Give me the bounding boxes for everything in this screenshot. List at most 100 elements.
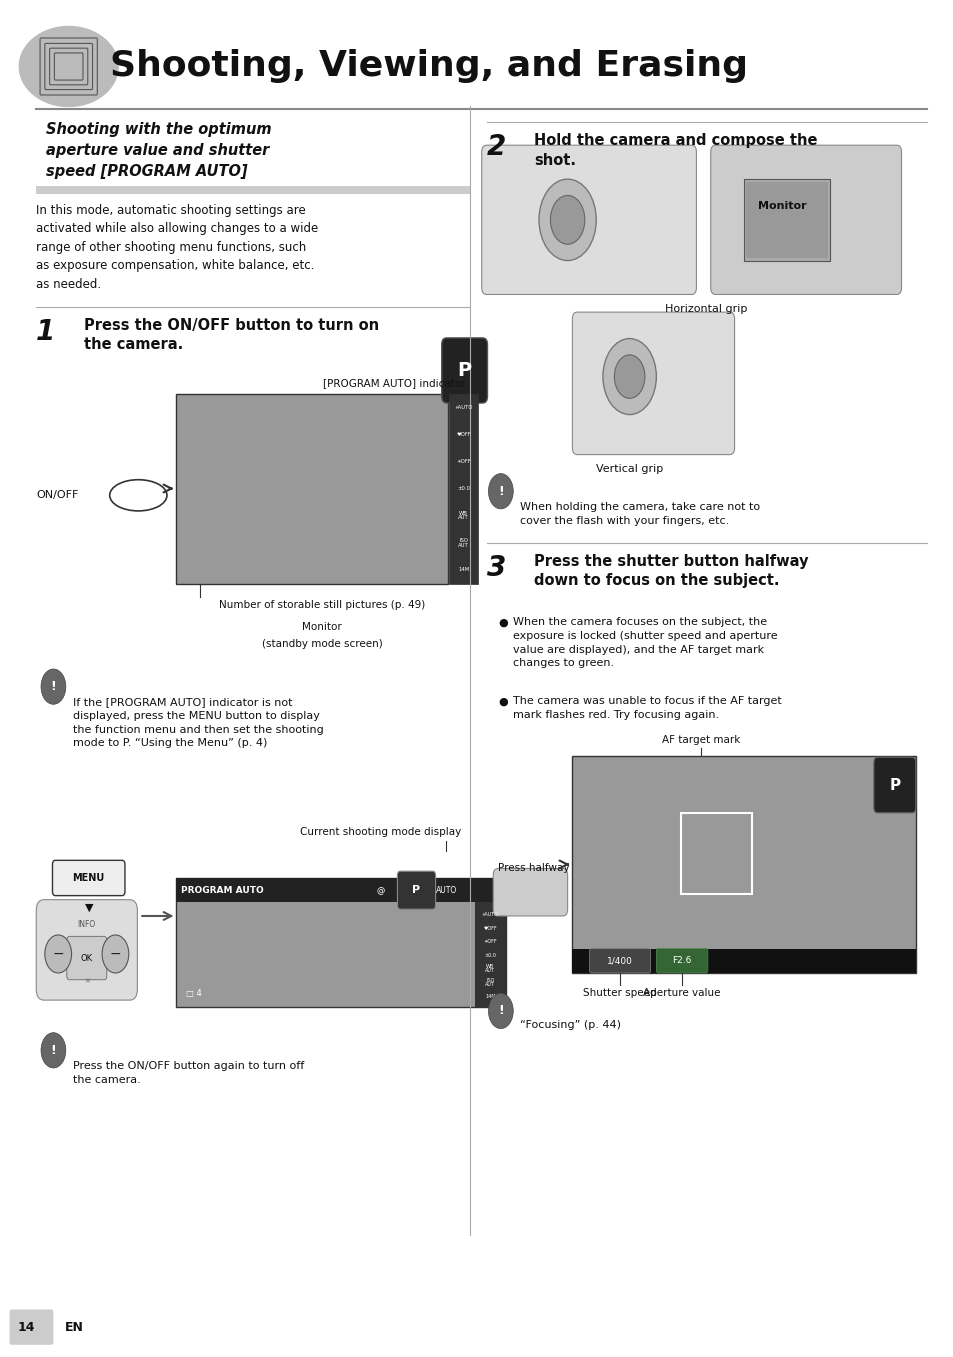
Text: When the camera focuses on the subject, the
exposure is locked (shutter speed an: When the camera focuses on the subject, … [513, 617, 777, 668]
Text: 1: 1 [36, 318, 55, 346]
Bar [176, 394, 448, 584]
Bar [745, 182, 827, 258]
Text: OK: OK [81, 954, 92, 962]
Text: WB
AUT: WB AUT [485, 965, 495, 973]
Text: −: − [52, 947, 64, 961]
Text: WB
AUT: WB AUT [457, 510, 469, 521]
Text: 14: 14 [18, 1320, 35, 1334]
Circle shape [602, 339, 656, 415]
Circle shape [45, 935, 71, 973]
Text: !: ! [497, 484, 503, 498]
Text: Press the ON/OFF button again to turn off
the camera.: Press the ON/OFF button again to turn of… [72, 1061, 303, 1084]
Text: 3: 3 [486, 554, 505, 582]
Text: Press the shutter button halfway
down to focus on the subject.: Press the shutter button halfway down to… [534, 554, 808, 589]
Circle shape [41, 1033, 66, 1068]
Circle shape [488, 474, 513, 509]
FancyBboxPatch shape [67, 936, 107, 980]
Text: P: P [412, 885, 420, 896]
Circle shape [102, 935, 129, 973]
Text: Current shooting mode display: Current shooting mode display [299, 826, 460, 837]
Text: ●: ● [497, 696, 507, 706]
Text: AF target mark: AF target mark [661, 734, 740, 745]
Text: Number of storable still pictures (p. 49): Number of storable still pictures (p. 49… [218, 600, 425, 609]
FancyBboxPatch shape [589, 949, 650, 973]
Text: EN: EN [65, 1320, 84, 1334]
Text: ⚡AUTO: ⚡AUTO [454, 404, 473, 410]
Text: F2.6: F2.6 [672, 957, 691, 965]
Text: Press halfway: Press halfway [497, 863, 569, 874]
Text: ISO
AUT: ISO AUT [485, 978, 495, 987]
Text: @: @ [376, 886, 384, 894]
FancyBboxPatch shape [656, 949, 707, 973]
Bar [36, 186, 470, 194]
FancyBboxPatch shape [710, 145, 901, 294]
Text: P: P [888, 778, 900, 794]
FancyBboxPatch shape [481, 145, 696, 294]
Text: Shooting, Viewing, and Erasing: Shooting, Viewing, and Erasing [110, 49, 747, 84]
Text: Vertical grip: Vertical grip [596, 464, 662, 474]
Bar [176, 878, 505, 902]
Text: If the [PROGRAM AUTO] indicator is not
displayed, press the MENU button to displ: If the [PROGRAM AUTO] indicator is not d… [72, 697, 323, 748]
Circle shape [41, 669, 66, 704]
FancyBboxPatch shape [441, 338, 487, 403]
Bar [572, 949, 915, 973]
Text: Shooting with the optimum
aperture value and shutter
speed [PROGRAM AUTO]: Shooting with the optimum aperture value… [46, 122, 272, 179]
FancyBboxPatch shape [572, 312, 734, 455]
Text: 14M: 14M [484, 993, 496, 999]
Text: Hold the camera and compose the
shot.: Hold the camera and compose the shot. [534, 133, 817, 168]
Text: Horizontal grip: Horizontal grip [664, 304, 746, 313]
Text: The camera was unable to focus if the AF target
mark flashes red. Try focusing a: The camera was unable to focus if the AF… [513, 696, 781, 719]
Text: ▼: ▼ [85, 902, 92, 913]
Text: ☀OFF: ☀OFF [456, 459, 471, 464]
Text: INFO: INFO [77, 920, 96, 928]
Text: Aperture value: Aperture value [642, 988, 720, 999]
Text: ±0.0: ±0.0 [456, 486, 470, 491]
Text: MENU: MENU [72, 873, 105, 883]
Text: (standby mode screen): (standby mode screen) [261, 639, 382, 649]
Bar [475, 902, 505, 1007]
Text: −: − [110, 947, 121, 961]
Text: ►►: ►► [486, 1007, 494, 1012]
Bar [176, 878, 505, 1007]
Text: 14M: 14M [457, 567, 469, 573]
Text: ⚡AUTO: ⚡AUTO [481, 912, 498, 917]
Text: ±0.0: ±0.0 [484, 953, 496, 958]
Text: ♥OFF: ♥OFF [456, 432, 471, 437]
Text: In this mode, automatic shooting settings are
activated while also allowing chan: In this mode, automatic shooting setting… [36, 204, 318, 290]
FancyBboxPatch shape [52, 860, 125, 896]
FancyBboxPatch shape [397, 871, 436, 909]
Text: Shutter speed: Shutter speed [582, 988, 657, 999]
Bar [680, 813, 752, 894]
Bar [743, 179, 829, 261]
Circle shape [488, 993, 513, 1029]
Text: 2: 2 [486, 133, 505, 161]
Text: 1/400: 1/400 [606, 957, 633, 965]
FancyBboxPatch shape [10, 1310, 53, 1345]
Text: !: ! [497, 1004, 503, 1018]
Text: PROGRAM AUTO: PROGRAM AUTO [181, 886, 264, 894]
Text: !: ! [51, 1044, 56, 1057]
Text: ♥OFF: ♥OFF [483, 925, 497, 931]
Ellipse shape [19, 26, 119, 107]
Text: Monitor: Monitor [302, 622, 341, 631]
Text: “Focusing” (p. 44): “Focusing” (p. 44) [519, 1020, 620, 1030]
Text: □ 4: □ 4 [186, 989, 202, 997]
Text: ●: ● [497, 617, 507, 627]
FancyBboxPatch shape [873, 757, 915, 813]
Circle shape [550, 195, 584, 244]
Text: !: ! [51, 680, 56, 693]
Text: AUTO: AUTO [436, 886, 456, 894]
Text: ISO
AUT: ISO AUT [457, 537, 469, 548]
FancyBboxPatch shape [493, 868, 567, 916]
Text: P: P [457, 361, 471, 380]
Ellipse shape [110, 480, 167, 512]
Text: Press the ON/OFF button to turn on
the camera.: Press the ON/OFF button to turn on the c… [84, 318, 378, 353]
Text: Monitor: Monitor [758, 201, 806, 212]
Text: [PROGRAM AUTO] indicator: [PROGRAM AUTO] indicator [322, 377, 465, 388]
Text: ON/OFF: ON/OFF [36, 490, 78, 501]
Bar [572, 756, 915, 973]
Circle shape [538, 179, 596, 261]
Text: ✕: ✕ [84, 978, 90, 984]
Text: When holding the camera, take care not to
cover the flash with your fingers, etc: When holding the camera, take care not t… [519, 502, 760, 525]
FancyBboxPatch shape [36, 900, 137, 1000]
